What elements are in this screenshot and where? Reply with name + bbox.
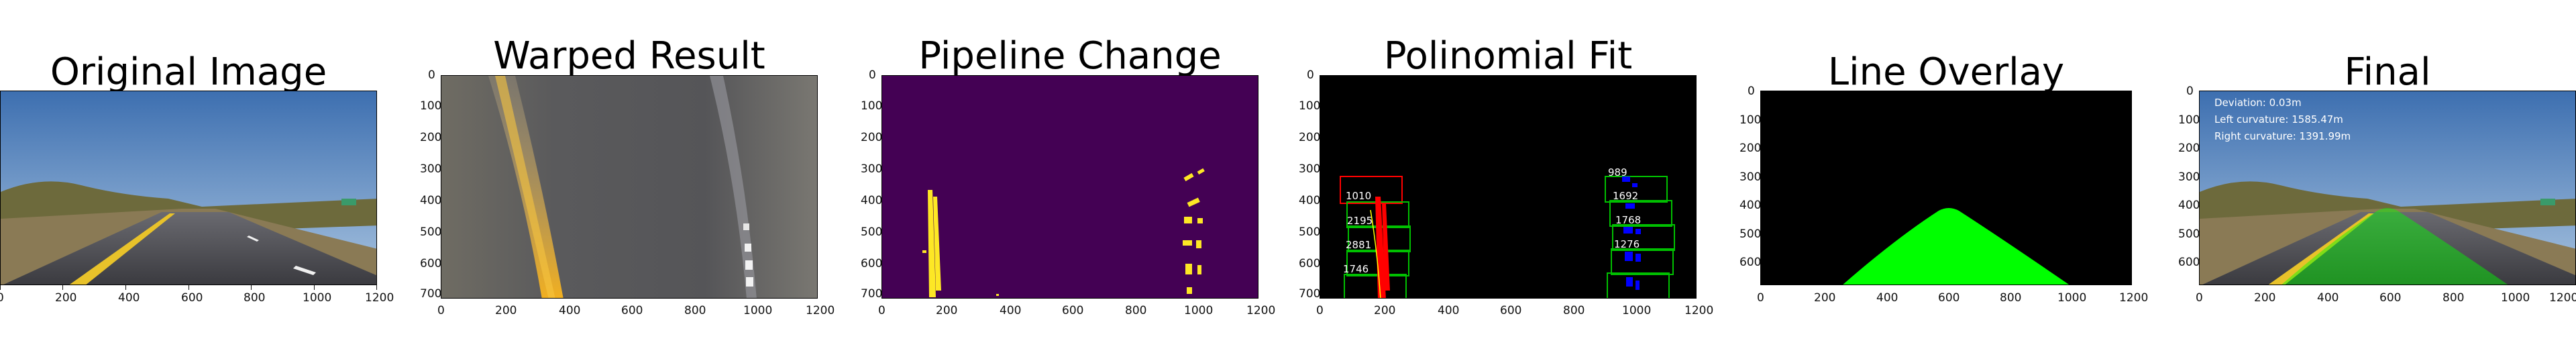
window-label-right-3: 1768 <box>1615 214 1642 226</box>
panel-title-polyfit: Polinomial Fit <box>1383 34 1633 78</box>
panel-title-pipeline: Pipeline Change <box>918 34 1222 78</box>
window-label-right-4: 1276 <box>1614 238 1640 250</box>
polyfit-image: 1010 2195 2881 1746 989 1692 1768 1276 <box>1320 75 1697 299</box>
right-curvature-text: Right curvature: 1391.99m <box>2214 130 2351 142</box>
window-label-left-1: 1010 <box>1346 190 1372 202</box>
original-image <box>0 91 377 285</box>
panel-title-final: Final <box>2344 50 2431 94</box>
window-label-left-2: 2195 <box>1347 215 1373 227</box>
window-label-right-2: 1692 <box>1613 190 1639 202</box>
warped-image <box>441 75 818 299</box>
panel-title-line-overlay: Line Overlay <box>1827 50 2065 94</box>
panel-title-warped: Warped Result <box>493 34 765 78</box>
final-image: Deviation: 0.03m Left curvature: 1585.47… <box>2199 91 2576 285</box>
window-label-left-3: 2881 <box>1346 239 1372 251</box>
line-overlay-image <box>1760 91 2132 285</box>
window-label-left-4: 1746 <box>1343 263 1369 275</box>
deviation-text: Deviation: 0.03m <box>2214 97 2302 109</box>
left-curvature-text: Left curvature: 1585.47m <box>2214 113 2343 125</box>
panel-title-original: Original Image <box>50 50 327 94</box>
pipeline-binary-image <box>881 75 1258 299</box>
window-label-right-1: 989 <box>1608 166 1627 178</box>
